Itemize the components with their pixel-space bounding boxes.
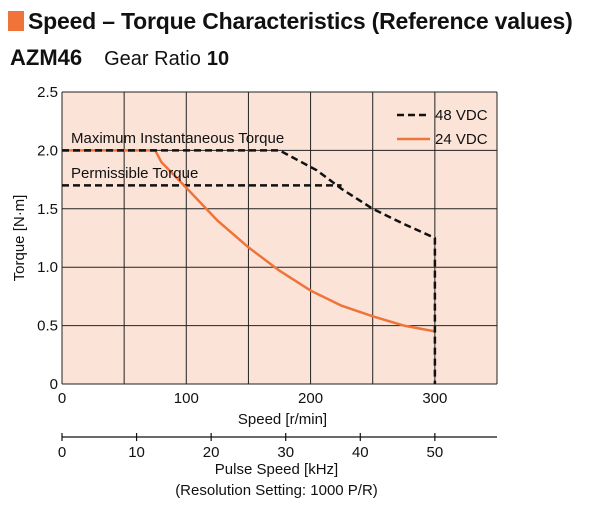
x-tick-label: 300 (422, 390, 447, 407)
gear-ratio-label: Gear Ratio (104, 48, 201, 70)
x-tick-label: 200 (298, 390, 323, 407)
secondary-tick-label: 0 (58, 444, 66, 461)
legend-48vdc-label: 48 VDC (435, 107, 488, 124)
y-tick-label: 2.0 (37, 142, 58, 159)
gear-ratio-value: 10 (206, 48, 230, 70)
y-tick-label: 0.5 (37, 318, 58, 335)
series-48vdc-line (62, 149, 437, 384)
secondary-tick-label: 50 (427, 444, 444, 461)
x-tick-label: 100 (174, 390, 199, 407)
model-name: AZM46 (10, 45, 83, 70)
title-marker (8, 11, 24, 31)
section-title-text: Speed – Torque Characteristics (Referenc… (28, 7, 573, 34)
series-24vdc-line (62, 149, 436, 333)
x-tick-label: 0 (58, 390, 66, 407)
y-tick-label: 2.5 (37, 84, 58, 101)
secondary-tick-label: 40 (352, 444, 369, 461)
section-title: Speed – Torque Characteristics (Referenc… (8, 6, 573, 36)
plot-area (62, 92, 497, 384)
y-tick-label: 1.0 (37, 259, 58, 276)
secondary-tick-label: 10 (128, 444, 145, 461)
y-tick-label: 1.5 (37, 201, 58, 218)
secondary-axis-label: Pulse Speed [kHz] (215, 461, 338, 478)
y-tick-label: 0 (50, 376, 58, 393)
chart-subtitle: AZM46 Gear Ratio 10 (10, 45, 229, 75)
secondary-axis-note: (Resolution Setting: 1000 P/R) (175, 482, 378, 499)
secondary-tick-label: 30 (277, 444, 294, 461)
y-axis-label: Torque [N·m] (11, 195, 28, 282)
secondary-tick-label: 20 (203, 444, 220, 461)
annotation-permissible-torque: Permissible Torque (71, 165, 198, 182)
annotation-max-torque: Maximum Instantaneous Torque (71, 130, 284, 147)
x-axis-label: Speed [r/min] (238, 411, 327, 428)
legend-24vdc-label: 24 VDC (435, 131, 488, 148)
